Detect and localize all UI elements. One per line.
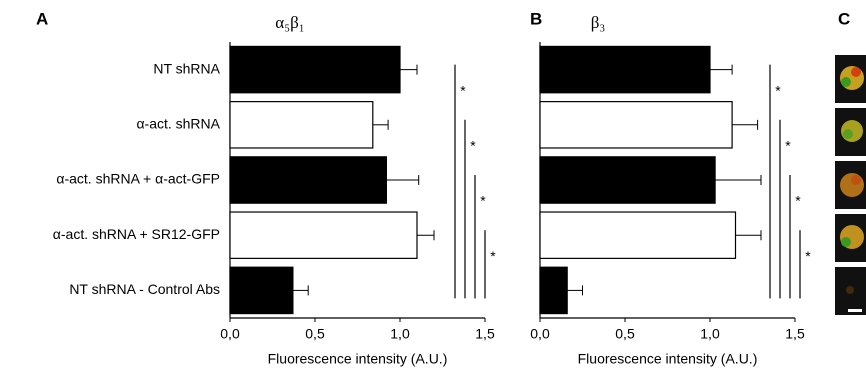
x-tick-label: 0,5: [305, 326, 325, 342]
significance-label: *: [490, 248, 496, 264]
x-tick-label: 1,5: [785, 326, 805, 342]
category-label: NT shRNA - Control Abs: [69, 281, 220, 297]
significance-label: *: [785, 138, 791, 154]
x-axis-title: Fluorescence intensity (A.U.): [268, 351, 448, 367]
panel-label: C: [838, 9, 850, 28]
x-axis-title: Fluorescence intensity (A.U.): [578, 351, 758, 367]
panel-label: A: [36, 9, 48, 28]
significance-label: *: [470, 138, 476, 154]
bar: [540, 267, 567, 313]
bar: [230, 157, 386, 203]
bar: [230, 212, 417, 258]
panel-label: B: [530, 9, 542, 28]
significance-label: *: [480, 193, 486, 209]
bar: [230, 46, 400, 92]
chart-title: α₅β₁: [275, 13, 304, 32]
x-tick-label: 0,0: [530, 326, 550, 342]
bar: [230, 102, 373, 148]
bar: [230, 267, 293, 313]
category-label: α-act. shRNA: [136, 116, 220, 132]
x-tick-label: 1,0: [390, 326, 410, 342]
bar: [540, 157, 715, 203]
micrographs: [835, 55, 866, 315]
x-tick-label: 1,5: [475, 326, 495, 342]
bar: [540, 46, 710, 92]
significance-label: *: [775, 82, 781, 98]
bar: [540, 212, 736, 258]
significance-label: *: [805, 248, 811, 264]
significance-label: *: [795, 193, 801, 209]
category-label: α-act. shRNA + SR12-GFP: [53, 226, 220, 242]
x-tick-label: 1,0: [700, 326, 720, 342]
bar: [540, 102, 732, 148]
x-tick-label: 0,5: [615, 326, 635, 342]
chart-title: β₃: [591, 13, 606, 32]
x-tick-label: 0,0: [220, 326, 240, 342]
significance-label: *: [460, 82, 466, 98]
figure: A B C α₅β₁ Fluorescence intensity (A.U.) 0…: [0, 0, 866, 375]
category-label: α-act. shRNA + α-act-GFP: [56, 171, 220, 187]
category-label: NT shRNA: [153, 60, 220, 76]
